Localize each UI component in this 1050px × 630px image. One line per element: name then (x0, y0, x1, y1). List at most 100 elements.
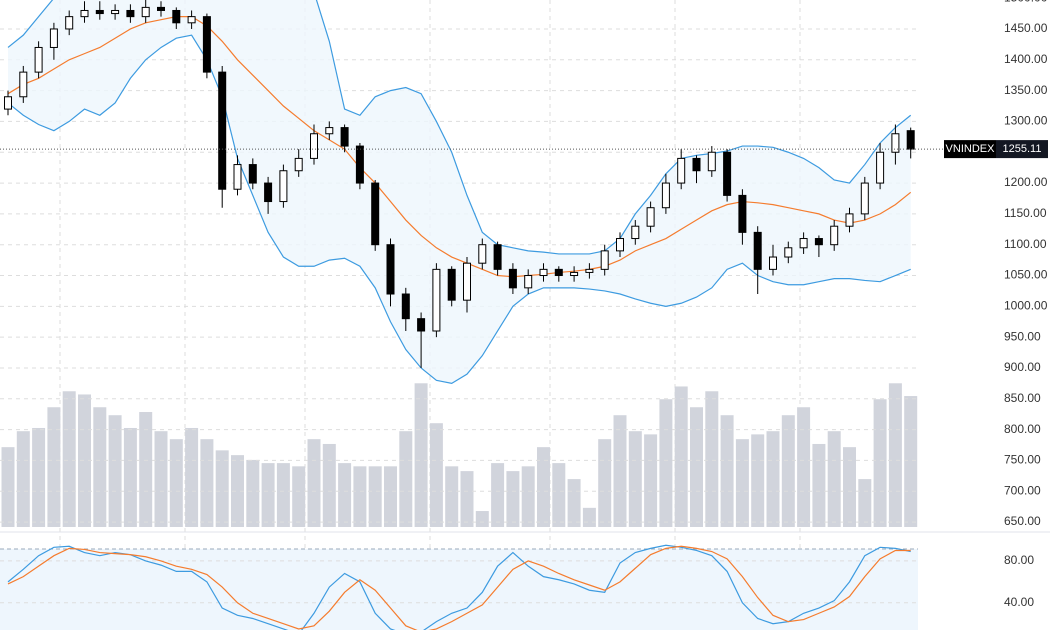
volume-bar (720, 415, 734, 527)
volume-bar (276, 463, 290, 527)
candle-body (4, 96, 12, 110)
volume-bar (123, 427, 137, 527)
candle-body (34, 46, 43, 73)
candle-body (478, 244, 487, 264)
candle-body (585, 268, 594, 273)
candle-body (248, 164, 257, 184)
volume-bar (154, 431, 168, 527)
volume-bar (32, 427, 46, 527)
volume-bar (843, 447, 856, 527)
volume-bar (506, 471, 520, 527)
last-price-box (996, 140, 1048, 159)
candle-body (95, 9, 104, 15)
candle-body (310, 133, 318, 159)
candle-body (554, 268, 563, 277)
volume-bar (445, 466, 459, 527)
candle-body (463, 262, 471, 301)
volume-bar (537, 447, 550, 527)
y-tick-label: 650.00 (1004, 514, 1041, 528)
volume-bar (47, 407, 61, 527)
y-tick-label: 1200.00 (1004, 175, 1048, 189)
volume-bar (582, 507, 596, 527)
y-tick-label: 1150.00 (1004, 206, 1047, 220)
volume-bar (644, 434, 658, 527)
candle-body (508, 268, 517, 289)
volume-bar (399, 431, 413, 527)
candle-body (631, 225, 640, 240)
volume-bar (108, 415, 122, 527)
candle-body (65, 16, 74, 30)
y-tick-label: 700.00 (1004, 483, 1041, 497)
y-tick-label: 1300.00 (1004, 114, 1048, 128)
candle-body (294, 157, 303, 172)
candle-body (111, 9, 120, 15)
volume-bar (827, 431, 841, 527)
candle-body (80, 9, 89, 18)
y-tick-label: 1500.00 (1004, 0, 1048, 4)
volume-bar (904, 396, 918, 527)
volume-bar (353, 466, 367, 527)
y-tick-label: 1350.00 (1004, 83, 1048, 97)
candle-body (126, 9, 135, 18)
volume-bar (246, 459, 260, 527)
upper-band (7, 0, 912, 255)
volume-bar (797, 407, 811, 527)
candle-body (906, 130, 915, 150)
candle-body (677, 157, 686, 184)
candle-body (371, 182, 380, 246)
y-tick-label: 1450.00 (1004, 21, 1048, 35)
volume-bar (812, 443, 826, 527)
candle-body (417, 318, 426, 332)
volume-bar (322, 443, 336, 527)
candle-body (524, 275, 533, 289)
stoch-tick-label: 80.00 (1004, 553, 1034, 567)
y-tick-label: 1400.00 (1004, 52, 1048, 66)
candle-body (723, 151, 732, 196)
volume-bar (567, 479, 581, 527)
volume-bar (338, 463, 352, 527)
candle-body (202, 16, 211, 73)
candle-body (845, 213, 854, 227)
ticker-box (944, 140, 996, 159)
candle-body (539, 268, 548, 277)
candle-body (891, 133, 900, 153)
stoch-k (7, 544, 911, 630)
candle-body (355, 145, 364, 184)
volume-bar (475, 511, 489, 527)
candle-body (264, 182, 273, 203)
volume-bar (766, 431, 780, 527)
volume-bar (231, 455, 244, 527)
band-fill (8, 0, 911, 384)
volume-bar (888, 383, 902, 527)
candle-body (233, 164, 242, 190)
volume-bar (460, 471, 474, 527)
volume-bar (384, 466, 397, 527)
moving-average (7, 16, 912, 278)
volume-bar (598, 439, 612, 527)
y-tick-label: 1100.00 (1004, 237, 1047, 251)
volume-bar (735, 439, 749, 527)
volume-bar (613, 415, 627, 527)
volume-bar (1, 447, 15, 527)
lower-band (7, 34, 911, 385)
volume-bar (78, 394, 91, 527)
volume-bar (93, 407, 107, 527)
candle-body (616, 238, 624, 252)
volume-bar (751, 434, 765, 527)
volume-bar (307, 439, 321, 527)
candle-body (860, 182, 869, 215)
candle-body (340, 127, 349, 147)
stoch-tick-label: 40.00 (1004, 595, 1034, 609)
candle-body (401, 293, 410, 320)
volume-bar (659, 399, 673, 527)
candle-body (493, 244, 502, 270)
volume-bar (200, 439, 214, 527)
y-tick-label: 850.00 (1004, 391, 1041, 405)
volume-bar (429, 423, 443, 527)
candle-body (707, 151, 716, 172)
candle-body (784, 247, 793, 258)
candle-body (279, 170, 288, 203)
volume-bar (705, 391, 719, 527)
candle-body (432, 268, 441, 332)
